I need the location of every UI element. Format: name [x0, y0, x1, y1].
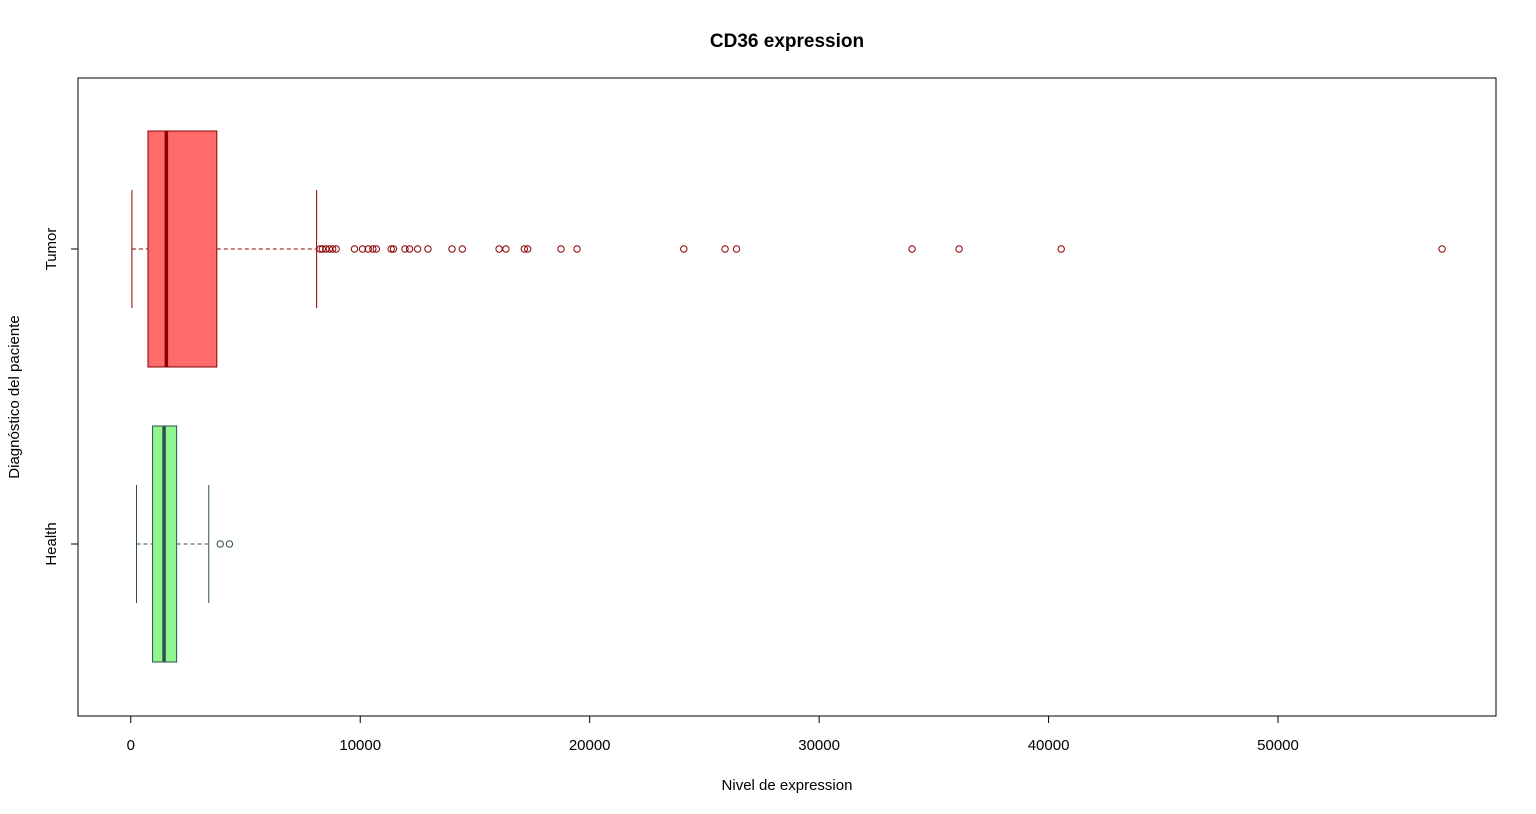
outlier-point	[372, 245, 380, 253]
outlier-point	[1438, 245, 1446, 253]
outlier-point	[364, 245, 372, 253]
outlier-point	[502, 245, 510, 253]
outlier-point	[680, 245, 688, 253]
outlier-point	[448, 245, 456, 253]
outlier-point	[401, 245, 409, 253]
outlier-point	[573, 245, 581, 253]
y-tick-label: Health	[43, 522, 60, 565]
box-iqr	[147, 130, 218, 368]
outlier-point	[721, 245, 729, 253]
outlier-point	[955, 245, 963, 253]
outlier-point	[358, 245, 367, 253]
chart-title: CD36 expression	[710, 31, 864, 52]
outlier-point	[405, 245, 414, 253]
outlier-point	[216, 540, 224, 548]
x-axis: 0 10000 20000 30000 40000 50000	[127, 715, 1299, 754]
x-tick-label: 50000	[1257, 737, 1299, 754]
y-tick-label: Tumor	[43, 228, 60, 271]
outlier-point	[732, 245, 741, 253]
x-tick-label: 10000	[339, 737, 381, 754]
outlier-point	[332, 245, 340, 253]
outlier-point	[1057, 245, 1065, 253]
outlier-point	[557, 245, 565, 253]
outlier-point	[389, 245, 398, 253]
boxplot-health	[136, 425, 234, 663]
outlier-point	[316, 245, 324, 253]
x-axis-label: Nivel de expression	[722, 777, 853, 794]
outlier-point	[908, 245, 916, 253]
x-tick-label: 0	[127, 737, 135, 754]
outlier-point	[495, 245, 503, 253]
outlier-point	[328, 245, 337, 253]
boxplot-tumor	[131, 130, 1446, 368]
outlier-point	[524, 245, 532, 253]
plot-frame	[77, 77, 1497, 717]
outlier-point	[424, 245, 432, 253]
outlier-point	[225, 540, 234, 548]
x-tick-label: 40000	[1028, 737, 1070, 754]
boxplots	[131, 130, 1446, 663]
outlier-point	[520, 245, 528, 253]
outlier-point	[350, 245, 359, 253]
outlier-point	[387, 245, 395, 253]
outlier-point	[369, 245, 377, 253]
x-tick-label: 20000	[569, 737, 611, 754]
outlier-point	[413, 245, 422, 253]
outlier-point	[458, 245, 467, 253]
x-tick-label: 30000	[798, 737, 840, 754]
y-axis-label: Diagnóstico del paciente	[6, 315, 23, 478]
y-axis: Health Tumor	[43, 228, 79, 566]
